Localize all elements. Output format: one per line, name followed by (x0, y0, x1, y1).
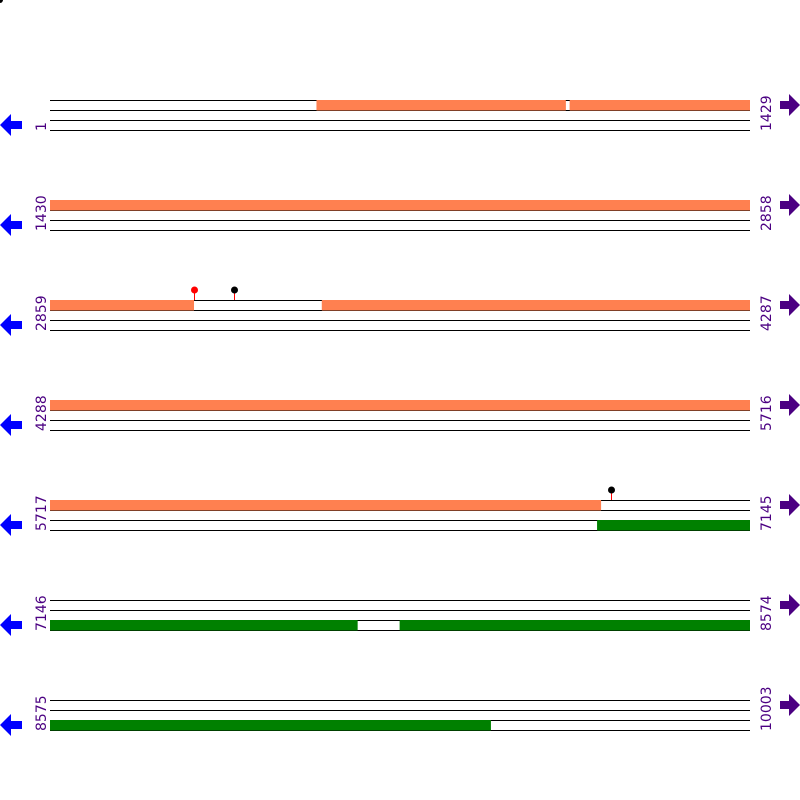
green-feature-fill (50, 620, 358, 631)
row: 8575 10003 (0, 686, 800, 736)
green-feature-fill (399, 620, 750, 631)
arrow-left-icon[interactable] (0, 114, 22, 136)
row-end-label: 10003 (759, 686, 775, 731)
row-start-label: 4288 (34, 395, 50, 431)
arrow-right-icon[interactable] (780, 94, 800, 116)
arrow-left-icon[interactable] (0, 414, 22, 436)
arrow-left-icon[interactable] (0, 614, 22, 636)
row: 1430 2858 (0, 194, 800, 236)
corner-dot (0, 0, 3, 3)
row-end-label: 8574 (759, 595, 775, 631)
arrow-right-icon[interactable] (780, 194, 800, 216)
orange-feature-fill (316, 100, 566, 111)
orange-feature-fill (321, 300, 750, 311)
arrow-right-icon[interactable] (780, 394, 800, 416)
row-end-label: 4287 (759, 295, 775, 331)
row-start-label: 1430 (34, 195, 50, 231)
row-end-label: 1429 (759, 95, 775, 131)
orange-feature-fill (50, 400, 750, 411)
row-start-label: 2859 (34, 295, 50, 331)
arrow-right-icon[interactable] (780, 494, 800, 516)
row-end-label: 2858 (759, 195, 775, 231)
row-start-label: 8575 (34, 695, 50, 731)
row: 4288 5716 (0, 394, 800, 436)
lollipop-marker-icon[interactable] (231, 286, 238, 294)
arrow-right-icon[interactable] (780, 694, 800, 716)
row: 5717 7145 (0, 486, 800, 536)
gap-segment (50, 520, 598, 530)
gap-segment (490, 720, 750, 730)
arrow-left-icon[interactable] (0, 314, 22, 336)
gap-segment (194, 300, 322, 310)
row: 7146 8574 (0, 594, 800, 636)
orange-feature-fill (50, 300, 195, 311)
orange-feature-fill (569, 100, 750, 111)
lollipop-marker-icon[interactable] (191, 286, 198, 294)
gap-segment (50, 100, 317, 110)
row-end-label: 7145 (759, 495, 775, 531)
row-start-label: 1 (34, 122, 50, 131)
lollipop-marker-icon[interactable] (608, 486, 615, 494)
row-start-label: 5717 (34, 495, 50, 531)
orange-feature-fill (50, 500, 602, 511)
arrow-left-icon[interactable] (0, 214, 22, 236)
arrow-left-icon[interactable] (0, 514, 22, 536)
row: 1 1429 (0, 94, 800, 136)
gap-segment (357, 620, 400, 630)
arrow-right-icon[interactable] (780, 294, 800, 316)
gap-segment (565, 100, 570, 110)
gap-segment (601, 500, 750, 510)
arrow-left-icon[interactable] (0, 714, 22, 736)
orange-feature-fill (50, 200, 750, 211)
arrow-right-icon[interactable] (780, 594, 800, 616)
row: 2859 4287 (0, 286, 800, 336)
row-start-label: 7146 (34, 595, 50, 631)
green-feature-fill (50, 720, 491, 731)
green-feature-fill (597, 520, 750, 531)
row-end-label: 5716 (759, 395, 775, 431)
